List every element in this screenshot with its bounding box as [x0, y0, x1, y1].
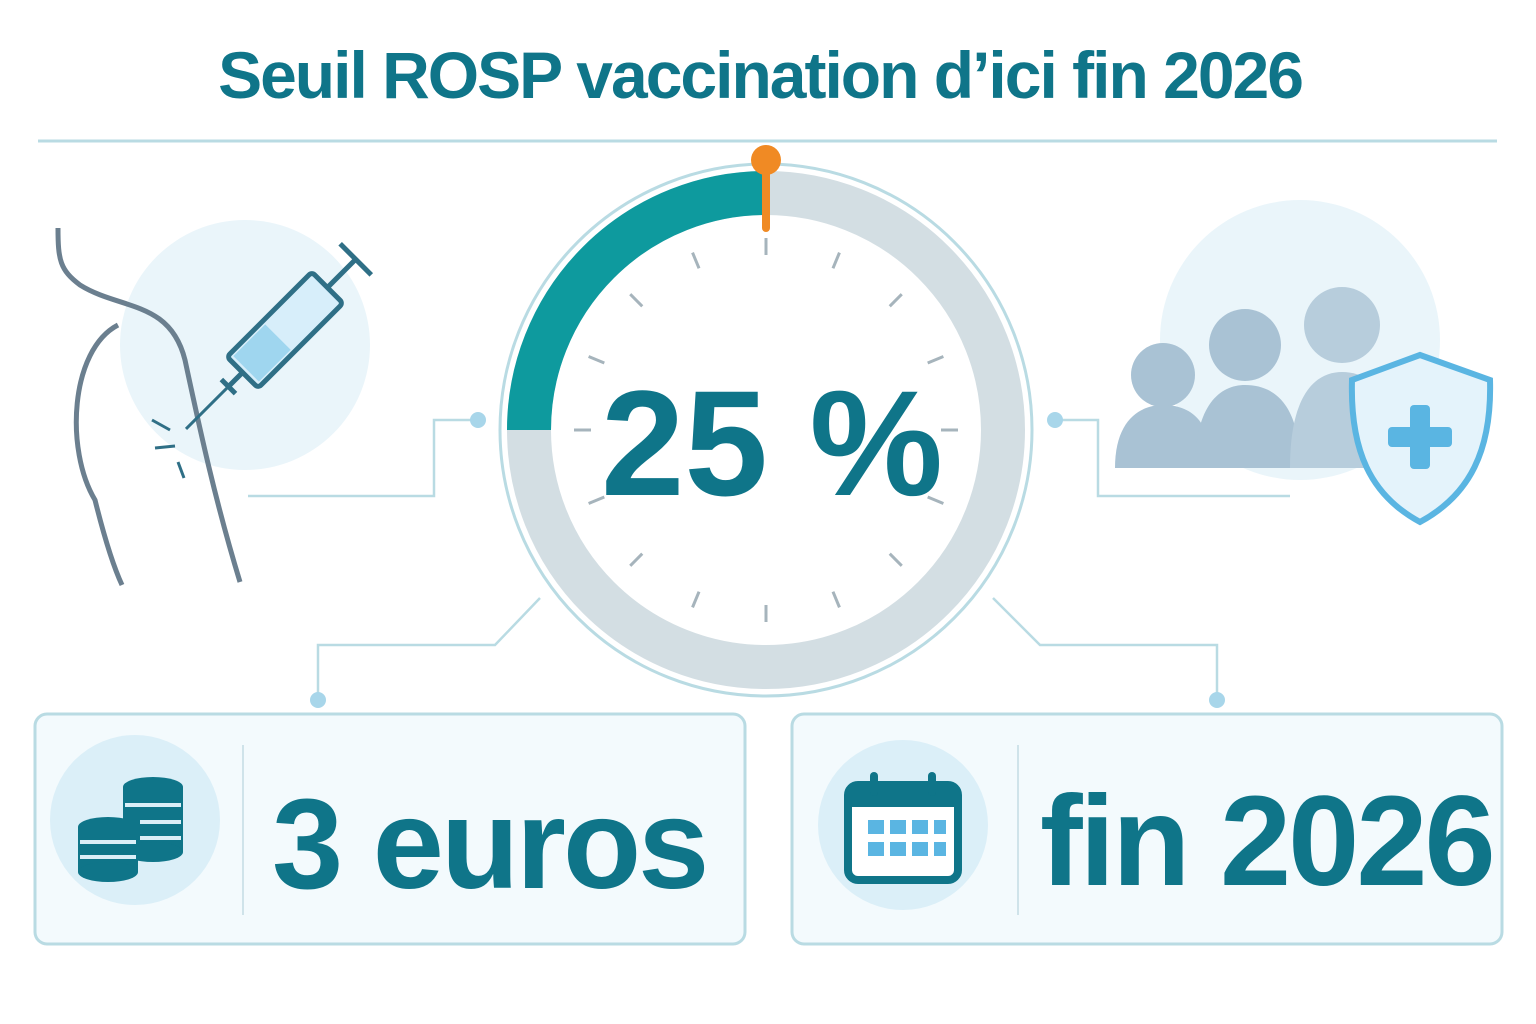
card: 3 euros — [33, 712, 747, 946]
gauge-tick — [588, 495, 605, 505]
card-label: 3 euros — [272, 773, 706, 916]
title: Seuil ROSP vaccination d’ici fin 2026 — [218, 38, 1302, 112]
gauge-tick — [888, 552, 903, 567]
gauge-tick — [888, 293, 903, 308]
gauge-tick — [629, 293, 644, 308]
gauge: 25 % — [498, 145, 1034, 698]
gauge-marker — [751, 145, 781, 175]
population-illustration — [1115, 200, 1494, 526]
vaccination-illustration — [55, 220, 374, 587]
gauge-tick — [588, 355, 605, 365]
connector-dots — [310, 412, 1225, 708]
gauge-arc — [507, 171, 767, 431]
gauge-tick — [927, 355, 944, 365]
card-label: fin 2026 — [1040, 770, 1493, 913]
gauge-value-label: 25 % — [601, 359, 943, 527]
card: fin 2026 — [790, 712, 1504, 946]
gauge-tick — [691, 591, 701, 608]
connectors — [248, 418, 1290, 700]
gauge-tick — [831, 252, 841, 269]
gauge-tick — [691, 252, 701, 269]
gauge-tick — [927, 495, 944, 505]
gauge-tick — [831, 591, 841, 608]
gauge-tick — [629, 552, 644, 567]
